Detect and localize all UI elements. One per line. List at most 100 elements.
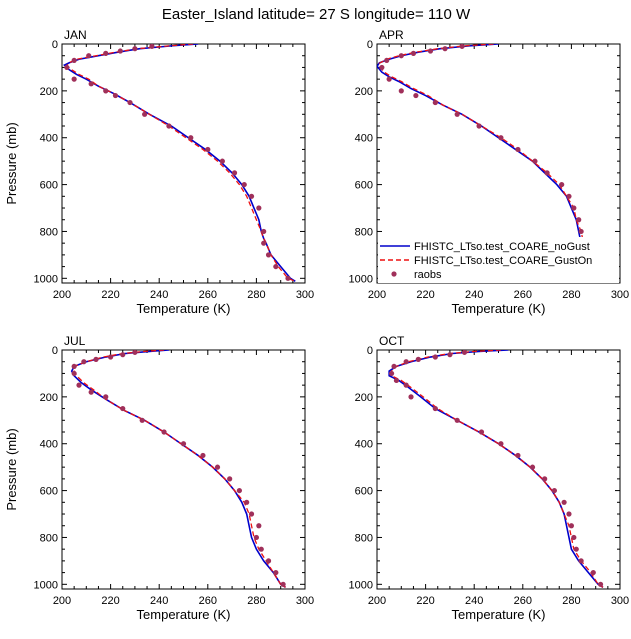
gust-on-line [65,44,296,282]
x-axis-label: Temperature (K) [452,301,546,316]
legend-label: FHISTC_LTso.test_COARE_noGust [414,241,590,253]
x-axis-label: Temperature (K) [137,301,231,316]
gust-on-line [378,44,609,282]
raobs-marker [432,99,438,106]
x-tick-label: 300 [611,595,629,607]
raobs-marker [551,487,557,494]
raobs-marker [393,377,400,384]
raobs-marker [227,476,233,482]
legend-label: FHISTC_LTso.test_COARE_GustOn [414,255,592,267]
x-tick-label: 240 [465,289,483,301]
x-tick-label: 240 [150,289,168,301]
panel-jul: 200 220 240 260 280 300 0 200 400 600 800 1000 JUL Te… [4,334,314,622]
y-tick-label: 200 [40,86,58,98]
raobs-marker [391,363,397,370]
raobs-marker [542,476,548,482]
raobs-marker [442,46,448,52]
raobs-marker [571,534,577,541]
figure-title: Easter_Island latitude= 27 S longitude= … [162,6,471,23]
raobs-marker [108,354,114,360]
y-axis-label: Pressure (mb) [4,428,19,510]
x-tick-label: 280 [247,289,265,301]
x-tick-label: 300 [296,289,314,301]
plot-area [63,44,296,283]
y-axis-label: Pressure (mb) [4,122,19,204]
y-tick-label: 400 [355,439,373,451]
raobs-marker [408,394,414,400]
raobs-marker [71,363,77,370]
raobs-marker [132,350,138,355]
raobs-marker [597,581,604,587]
raobs-marker [571,205,577,211]
raobs-marker [231,170,238,176]
raobs-marker [120,352,126,358]
raobs-marker [149,44,155,49]
x-tick-label: 260 [514,595,532,607]
x-tick-label: 200 [368,289,386,301]
x-axis-label: Temperature (K) [452,607,546,622]
x-tick-label: 280 [247,595,265,607]
x-tick-label: 200 [368,595,386,607]
raobs-marker [244,499,250,505]
panel-label: APR [379,28,404,42]
raobs-marker [241,181,247,188]
raobs-marker [476,123,482,129]
x-tick-label: 240 [150,595,168,607]
x-tick-label: 280 [562,595,580,607]
y-tick-label: 800 [40,226,58,238]
y-tick-label: 0 [52,39,58,51]
raobs-marker [139,417,145,423]
raobs-marker [112,92,119,99]
raobs-marker [117,48,123,54]
no-gust-line [388,350,604,589]
raobs-marker [515,452,521,459]
raobs-marker [498,135,504,141]
raobs-marker [478,429,485,435]
y-tick-label: 1000 [34,579,58,591]
raobs-marker [459,44,465,49]
gust-on-line [390,350,604,588]
raobs-marker [248,511,255,517]
y-tick-label: 600 [40,486,58,498]
y-tick-label: 0 [52,345,58,357]
raobs-marker [258,546,264,552]
raobs-marker [568,523,575,529]
raobs-marker [398,88,404,94]
raobs-marker [132,46,138,52]
plot-frame [61,349,306,590]
raobs-marker [188,135,194,141]
raobs-marker [398,53,404,59]
plot-area [377,44,611,282]
x-tick-label: 280 [562,289,580,301]
raobs-marker [71,57,77,64]
y-tick-label: 800 [40,532,58,544]
raobs-marker [432,354,438,360]
raobs-marker [236,487,242,494]
raobs-marker [256,205,262,211]
raobs-marker [127,99,133,106]
y-tick-label: 1000 [34,273,58,285]
raobs-marker [403,359,409,365]
y-tick-label: 0 [367,345,373,357]
panel-oct: 200 220 240 260 280 300 0 200 400 600 800 1000 OCT Te… [349,334,630,622]
panel-label: JUL [64,334,86,348]
raobs-marker [410,50,417,56]
raobs-marker [256,523,262,529]
raobs-marker [88,81,94,87]
x-tick-label: 240 [465,595,483,607]
x-tick-label: 200 [53,595,71,607]
raobs-marker [120,405,126,412]
legend-marker-raobs [391,271,397,277]
raobs-marker [103,88,109,94]
raobs-marker [166,123,172,129]
raobs-marker [280,581,286,587]
raobs-marker [142,111,148,117]
raobs-marker [261,240,267,246]
y-tick-label: 400 [355,133,373,145]
raobs-marker [532,158,538,164]
x-tick-label: 220 [416,289,434,301]
raobs-marker [384,57,390,64]
raobs-marker [81,359,87,365]
y-tick-label: 200 [40,392,58,404]
